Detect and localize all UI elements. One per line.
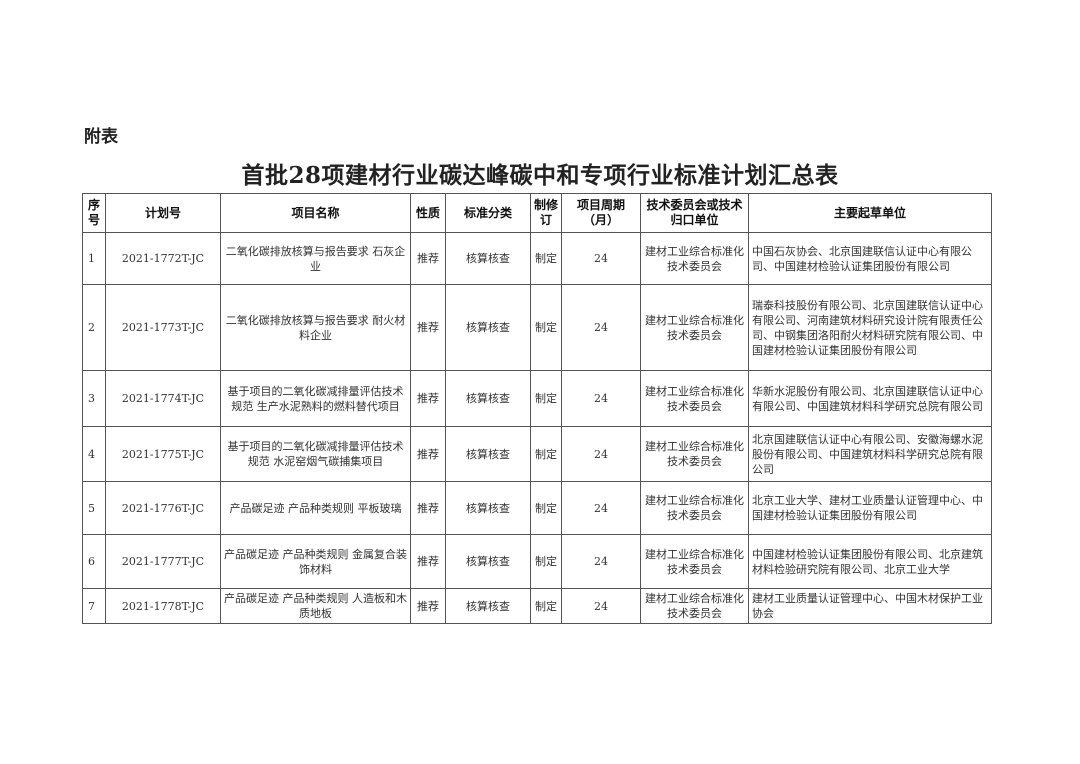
cell-period: 24 [561, 588, 641, 624]
header-col-project-name: 项目名称 [220, 193, 411, 233]
cell-plan-number: 2021-1774T-JC [105, 370, 221, 427]
cell-drafters: 北京国建联信认证中心有限公司、安徽海螺水泥股份有限公司、中国建筑材料科学研究总院… [748, 426, 992, 482]
cell-period: 24 [561, 284, 641, 371]
cell-committee: 建材工业综合标准化技术委员会 [640, 284, 749, 371]
header-col-plan-number: 计划号 [105, 193, 221, 233]
cell-project-name: 基于项目的二氧化碳减排量评估技术规范 生产水泥熟料的燃料替代项目 [220, 370, 411, 427]
cell-index: 1 [82, 232, 106, 285]
cell-project-name: 产品碳足迹 产品种类规则 平板玻璃 [220, 481, 411, 535]
cell-revision: 制定 [530, 588, 562, 624]
cell-category: 核算核查 [445, 534, 531, 589]
cell-index: 7 [82, 588, 106, 624]
cell-nature: 推荐 [410, 232, 446, 285]
cell-nature: 推荐 [410, 284, 446, 371]
cell-nature: 推荐 [410, 481, 446, 535]
cell-project-name: 二氧化碳排放核算与报告要求 耐火材料企业 [220, 284, 411, 371]
header-col-drafters: 主要起草单位 [748, 193, 992, 233]
cell-committee: 建材工业综合标准化技术委员会 [640, 426, 749, 482]
cell-index: 6 [82, 534, 106, 589]
cell-committee: 建材工业综合标准化技术委员会 [640, 232, 749, 285]
cell-category: 核算核查 [445, 481, 531, 535]
cell-index: 4 [82, 426, 106, 482]
document-title: 首批28项建材行业碳达峰碳中和专项行业标准计划汇总表 [241, 162, 839, 189]
cell-revision: 制定 [530, 534, 562, 589]
cell-period: 24 [561, 426, 641, 482]
cell-plan-number: 2021-1773T-JC [105, 284, 221, 371]
cell-nature: 推荐 [410, 370, 446, 427]
header-col-category: 标准分类 [445, 193, 531, 233]
cell-category: 核算核查 [445, 232, 531, 285]
cell-drafters: 中国石灰协会、北京国建联信认证中心有限公司、中国建材检验认证集团股份有限公司 [748, 232, 992, 285]
cell-category: 核算核查 [445, 426, 531, 482]
cell-category: 核算核查 [445, 284, 531, 371]
cell-category: 核算核查 [445, 588, 531, 624]
cell-project-name: 产品碳足迹 产品种类规则 人造板和木质地板 [220, 588, 411, 624]
cell-nature: 推荐 [410, 588, 446, 624]
cell-nature: 推荐 [410, 534, 446, 589]
cell-revision: 制定 [530, 481, 562, 535]
cell-project-name: 产品碳足迹 产品种类规则 金属复合装饰材料 [220, 534, 411, 589]
table-row: 1 2021-1772T-JC 二氧化碳排放核算与报告要求 石灰企业 推荐 核算核查 制定… [82, 232, 992, 285]
cell-revision: 制定 [530, 370, 562, 427]
cell-drafters: 华新水泥股份有限公司、北京国建联信认证中心有限公司、中国建筑材料科学研究总院有限… [748, 370, 992, 427]
cell-drafters: 中国建材检验认证集团股份有限公司、北京建筑材料检验研究院有限公司、北京工业大学 [748, 534, 992, 589]
table-row: 4 2021-1775T-JC 基于项目的二氧化碳减排量评估技术规范 水泥窑烟气碳捕… [82, 426, 992, 482]
cell-nature: 推荐 [410, 426, 446, 482]
cell-plan-number: 2021-1777T-JC [105, 534, 221, 589]
header-col-index: 序号 [82, 193, 106, 233]
cell-index: 5 [82, 481, 106, 535]
cell-revision: 制定 [530, 232, 562, 285]
cell-period: 24 [561, 481, 641, 535]
cell-revision: 制定 [530, 284, 562, 371]
cell-committee: 建材工业综合标准化技术委员会 [640, 370, 749, 427]
cell-plan-number: 2021-1772T-JC [105, 232, 221, 285]
table-row: 6 2021-1777T-JC 产品碳足迹 产品种类规则 金属复合装饰材料 推荐 核算核… [82, 534, 992, 589]
cell-plan-number: 2021-1778T-JC [105, 588, 221, 624]
standards-plan-table: 序号 计划号 项目名称 性质 标准分类 制修订 项目周期（月） 技术委员会或技术归口单位 主要起… [82, 193, 992, 624]
cell-plan-number: 2021-1776T-JC [105, 481, 221, 535]
header-col-committee: 技术委员会或技术归口单位 [640, 193, 749, 233]
cell-category: 核算核查 [445, 370, 531, 427]
cell-plan-number: 2021-1775T-JC [105, 426, 221, 482]
cell-revision: 制定 [530, 426, 562, 482]
cell-period: 24 [561, 370, 641, 427]
cell-drafters: 北京工业大学、建材工业质量认证管理中心、中国建材检验认证集团股份有限公司 [748, 481, 992, 535]
header-col-revision: 制修订 [530, 193, 562, 233]
appendix-label: 附表 [84, 127, 118, 147]
table-row: 5 2021-1776T-JC 产品碳足迹 产品种类规则 平板玻璃 推荐 核算核查 制定 2… [82, 481, 992, 535]
cell-period: 24 [561, 232, 641, 285]
cell-committee: 建材工业综合标准化技术委员会 [640, 481, 749, 535]
cell-project-name: 二氧化碳排放核算与报告要求 石灰企业 [220, 232, 411, 285]
cell-period: 24 [561, 534, 641, 589]
cell-project-name: 基于项目的二氧化碳减排量评估技术规范 水泥窑烟气碳捕集项目 [220, 426, 411, 482]
table-row: 3 2021-1774T-JC 基于项目的二氧化碳减排量评估技术规范 生产水泥熟料的… [82, 370, 992, 427]
cell-committee: 建材工业综合标准化技术委员会 [640, 534, 749, 589]
table-row: 7 2021-1778T-JC 产品碳足迹 产品种类规则 人造板和木质地板 推荐 核算核… [82, 588, 992, 624]
header-col-period: 项目周期（月） [561, 193, 641, 233]
cell-drafters: 瑞泰科技股份有限公司、北京国建联信认证中心有限公司、河南建筑材料研究设计院有限责… [748, 284, 992, 371]
header-col-nature: 性质 [410, 193, 446, 233]
cell-committee: 建材工业综合标准化技术委员会 [640, 588, 749, 624]
cell-index: 3 [82, 370, 106, 427]
cell-drafters: 建材工业质量认证管理中心、中国木材保护工业协会 [748, 588, 992, 624]
cell-index: 2 [82, 284, 106, 371]
table-row: 2 2021-1773T-JC 二氧化碳排放核算与报告要求 耐火材料企业 推荐 核算核查… [82, 284, 992, 371]
table-header-row: 序号 计划号 项目名称 性质 标准分类 制修订 项目周期（月） 技术委员会或技术归口单位 主要起… [82, 193, 992, 233]
